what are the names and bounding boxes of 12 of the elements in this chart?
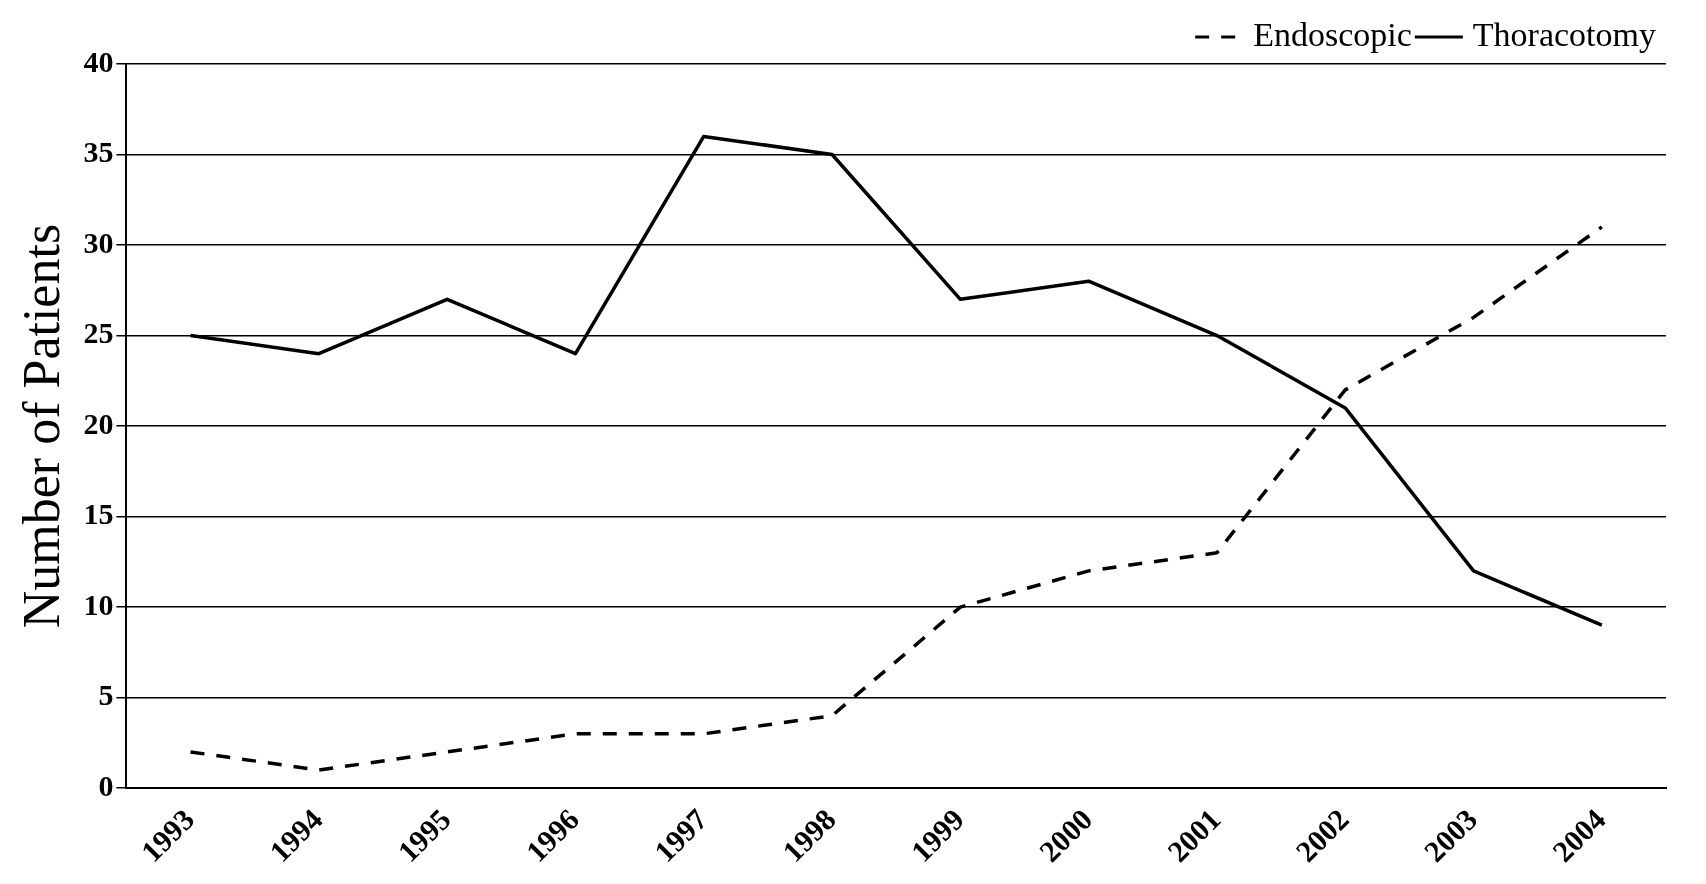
y-tick-label: 15 [83,497,114,531]
y-tick-label: 35 [83,135,114,169]
y-tick-label: 30 [83,225,114,259]
y-tick-label: 40 [83,44,114,78]
legend-label: Thoracotomy [1472,15,1657,53]
y-tick-label: 0 [98,768,114,802]
y-tick-label: 25 [83,316,114,350]
y-tick-label: 5 [98,678,114,712]
y-tick-label: 10 [83,587,114,621]
legend-label: Endoscopic [1253,15,1412,53]
y-tick-label: 20 [83,406,114,440]
y-axis-title: Number of Patients [12,223,70,629]
